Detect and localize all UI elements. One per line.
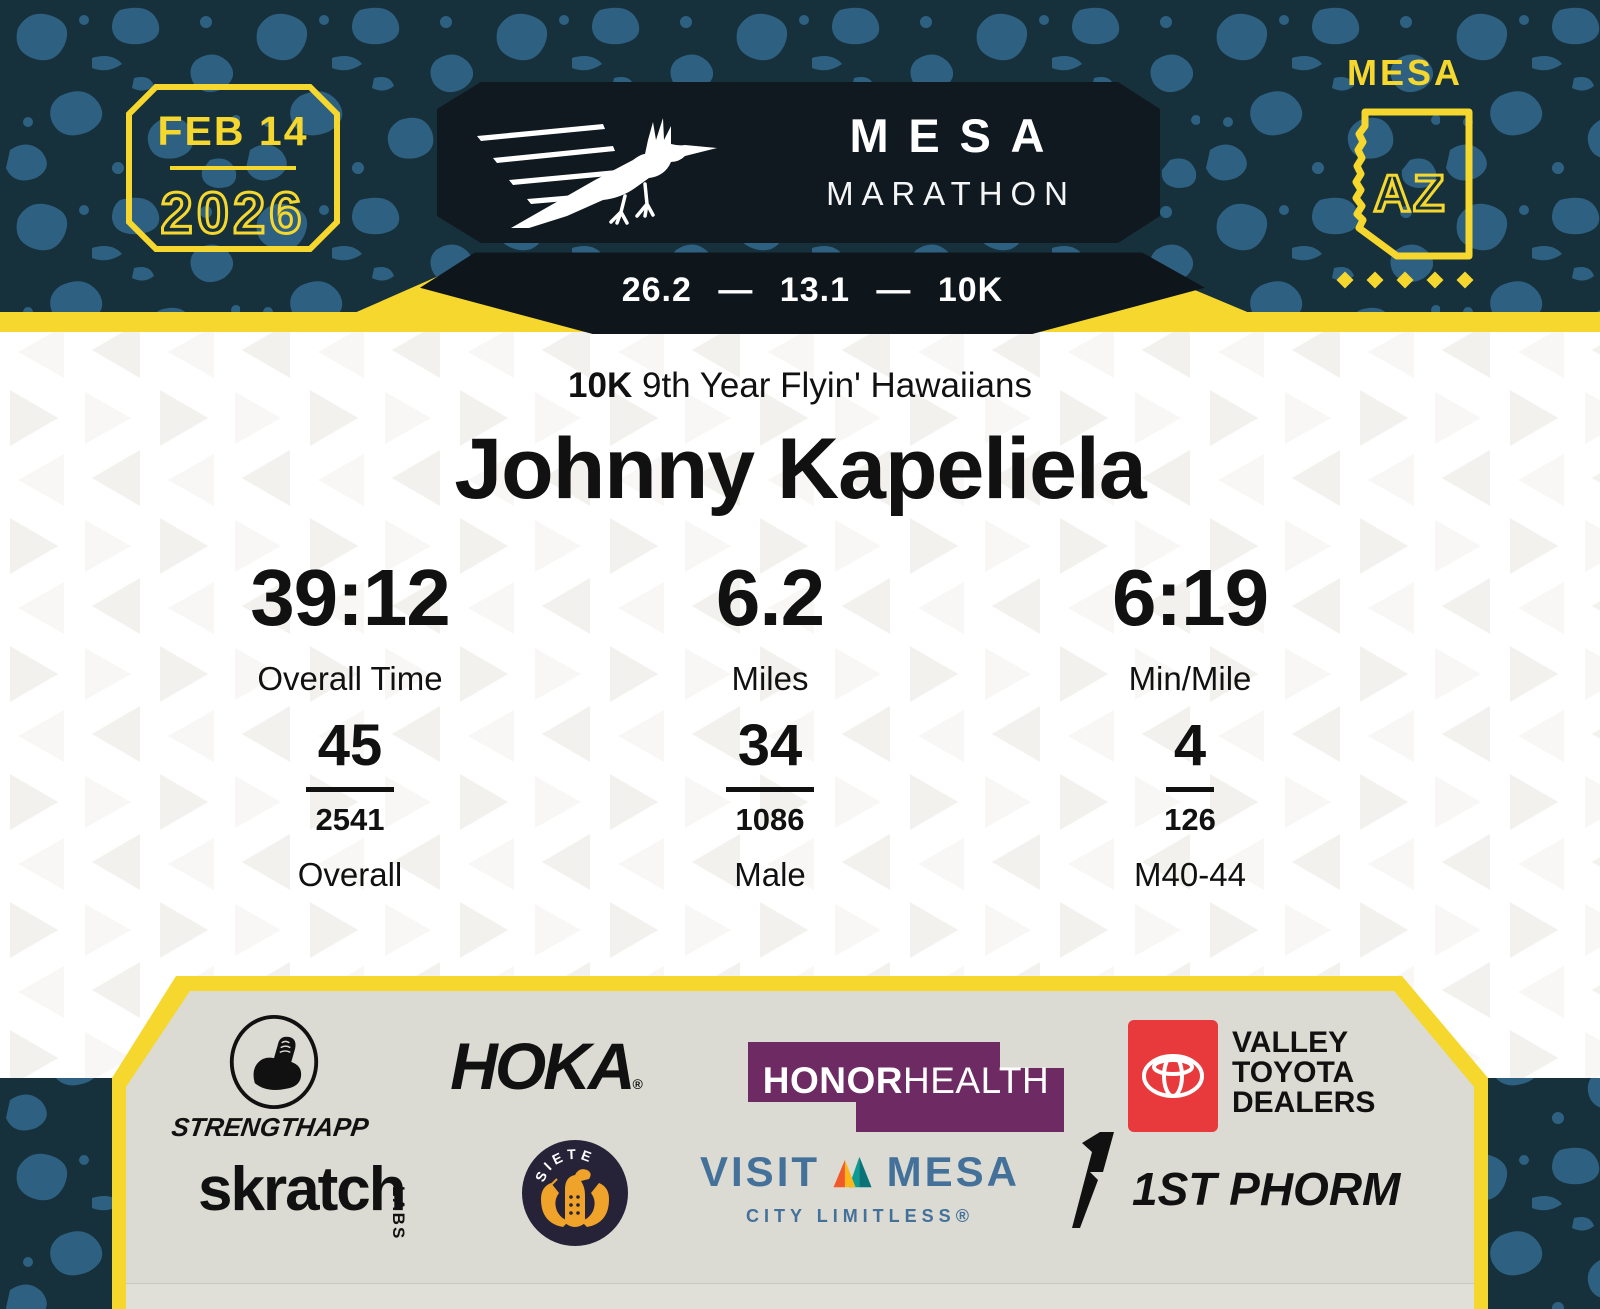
placement-total: 1086 (735, 802, 805, 837)
firstphorm-flag-icon (1072, 1132, 1114, 1228)
diamond-icon (1336, 271, 1354, 289)
distance-banner: 26.2 — 13.1 — 10K (420, 252, 1205, 334)
hoka-logo-text: HOKA (450, 1029, 635, 1103)
stat-miles: 6.2 Miles (600, 552, 940, 698)
stat-value: 6:19 (1111, 553, 1269, 642)
diamond-icon (1396, 271, 1414, 289)
date-badge-frame (126, 84, 340, 252)
placement-total: 126 (1164, 802, 1216, 837)
honorhealth-text-bold: HONOR (762, 1060, 903, 1101)
toyota-text-line: TOYOTA (1232, 1056, 1355, 1089)
visit-mesa-text-right: MESA (886, 1148, 1020, 1195)
placement-rank: 34 (737, 713, 803, 778)
placement-label: Male (734, 856, 806, 893)
strengthapp-logo-icon (229, 1014, 319, 1110)
stat-label: Miles (731, 660, 809, 697)
honorhealth-text-light: HEALTH (903, 1060, 1050, 1101)
placement-divider (1166, 787, 1214, 792)
stat-value: 6.2 (715, 553, 825, 642)
badge-state: AZ (1372, 164, 1447, 225)
stat-value: 39:12 (250, 553, 451, 642)
runner-name: Johnny Kapeliela (454, 421, 1146, 517)
placement-division: 4 126 M40-44 (1020, 712, 1360, 894)
diamond-icon (1366, 271, 1384, 289)
sponsor-panel-footer-strip (126, 1284, 1474, 1309)
firstphorm-logo: 1ST PHORM (1060, 1130, 1400, 1230)
toyota-text-line: VALLEY (1232, 1026, 1349, 1059)
placement-rank: 4 (1173, 713, 1207, 778)
race-label: 10K (568, 366, 633, 405)
placement-divider (726, 787, 814, 792)
placement-overall: 45 2541 Overall (180, 712, 520, 894)
roadrunner-icon (477, 118, 717, 228)
firstphorm-logo-text: 1ST PHORM (1132, 1163, 1401, 1215)
distance-list: 26.2 — 13.1 — 10K (621, 270, 1004, 309)
event-date: FEB 14 (157, 108, 309, 154)
arizona-state-icon (1352, 108, 1473, 260)
strengthapp-logo-text: STRENGTHAPP (169, 1112, 371, 1142)
honorhealth-logo: HONORHEALTH (748, 1042, 1064, 1134)
placement-label: M40-44 (1134, 856, 1246, 893)
badge-diamonds (1310, 271, 1500, 289)
skratch-labs-text: LABS (389, 1186, 408, 1241)
honorhealth-block-front (856, 1068, 1064, 1132)
event-logo-subtitle: MARATHON (826, 175, 1076, 212)
visit-mesa-tagline: CITY LIMITLESS® (746, 1206, 974, 1226)
placement-label: Overall (297, 856, 403, 893)
toyota-text-line: DEALERS (1232, 1086, 1376, 1119)
event-logo-box: MESA MARATHON (437, 82, 1160, 243)
honorhealth-logo-text: HONORHEALTH (760, 1060, 1052, 1102)
stat-label: Min/Mile (1128, 660, 1252, 697)
event-logo-text: MESA MARATHON (747, 108, 1147, 213)
race-team-line: 10K 9th Year Flyin' Hawaiians (0, 366, 1600, 406)
skratch-logo-text: skratch (198, 1155, 407, 1224)
visit-mesa-row: VISIT MESA (700, 1148, 1020, 1196)
siete-logo: SIETE (522, 1140, 628, 1246)
placement-total: 2541 (315, 802, 385, 837)
hoka-logo: HOKA® (415, 1028, 675, 1104)
hoka-registered-mark: ® (632, 1076, 643, 1092)
event-logo-title: MESA (849, 109, 1065, 162)
toyota-emblem-icon (1142, 1054, 1204, 1098)
visit-mesa-text-left: VISIT (700, 1148, 821, 1195)
placement-male: 34 1086 Male (600, 712, 940, 894)
toyota-logo-text: VALLEY TOYOTA DEALERS (1232, 1028, 1375, 1118)
diamond-icon (1426, 271, 1444, 289)
team-name: 9th Year Flyin' Hawaiians (641, 366, 1032, 405)
date-badge: FEB 14 2026 (126, 84, 340, 252)
visit-mesa-logo: VISIT MESA CITY LIMITLESS® (700, 1148, 1020, 1227)
sponsor-panel-divider (126, 1283, 1474, 1284)
arizona-badge: MESA AZ (1310, 52, 1500, 302)
stat-pace: 6:19 Min/Mile (1020, 552, 1360, 698)
badge-city: MESA (1346, 52, 1463, 93)
diamond-icon (1456, 271, 1474, 289)
event-year: 2026 (159, 180, 306, 248)
placement-divider (306, 787, 394, 792)
stat-label: Overall Time (257, 660, 443, 697)
visit-mesa-mountains-icon (833, 1156, 872, 1188)
stat-overall-time: 39:12 Overall Time (180, 552, 520, 698)
date-divider (170, 166, 296, 170)
toyota-logo-box (1128, 1020, 1218, 1132)
placement-rank: 45 (317, 713, 383, 778)
